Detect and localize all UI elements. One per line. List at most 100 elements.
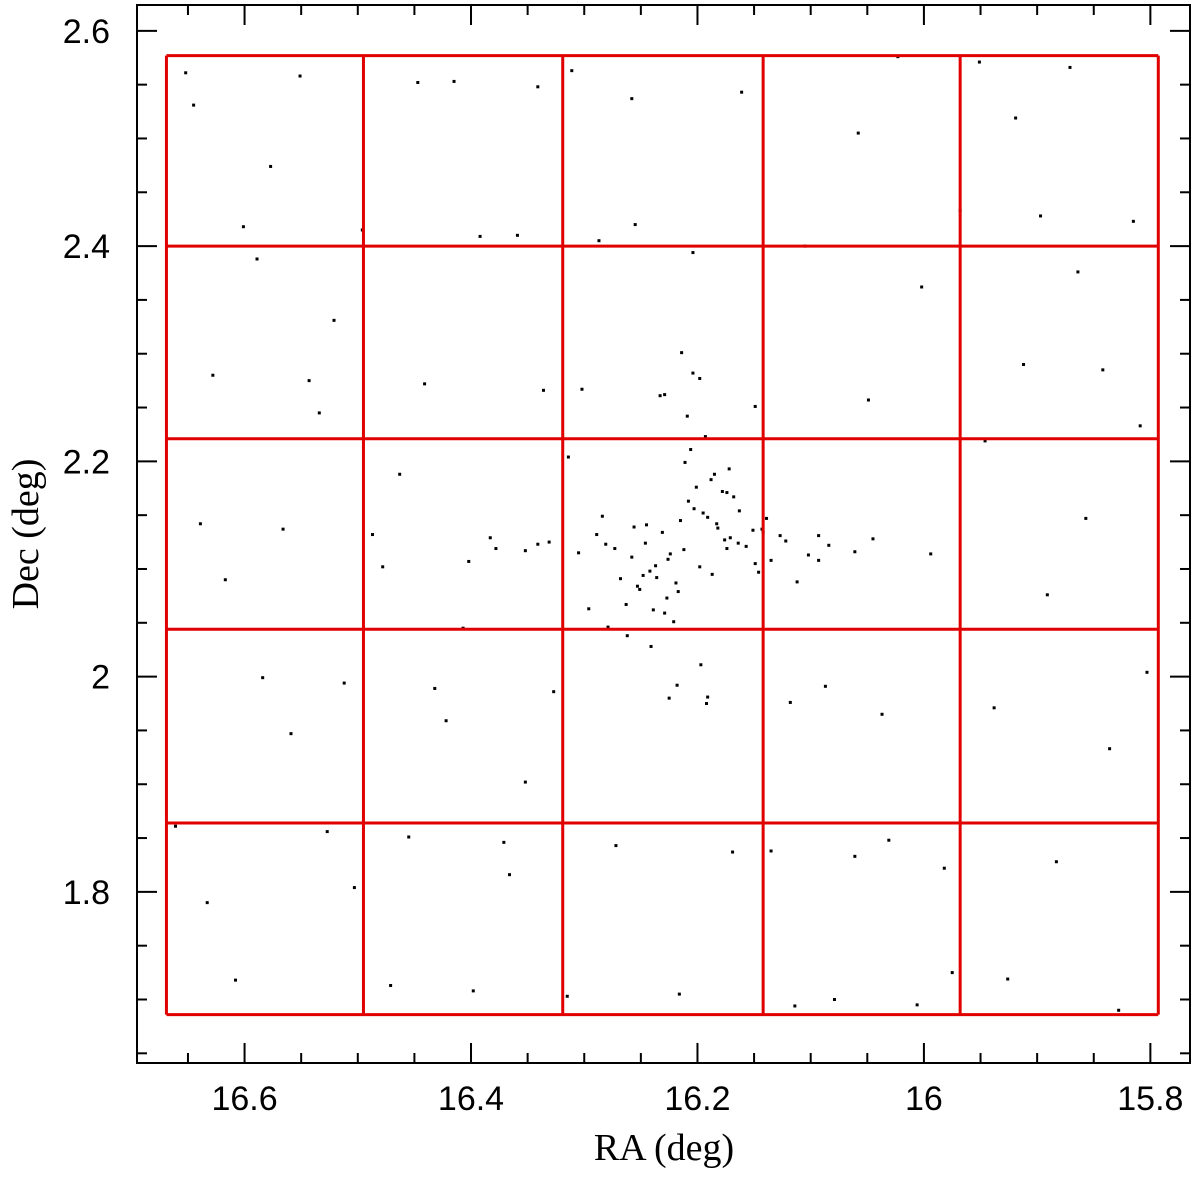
point <box>744 544 748 548</box>
point <box>823 684 827 688</box>
point <box>817 534 821 538</box>
point <box>663 393 667 397</box>
point <box>887 838 891 842</box>
point <box>1014 116 1018 120</box>
point <box>942 866 946 870</box>
point <box>715 522 719 526</box>
point <box>728 536 732 540</box>
point <box>983 439 987 443</box>
y-tick-label: 2.4 <box>63 228 110 266</box>
point <box>1022 362 1026 366</box>
point <box>676 590 680 594</box>
point <box>806 553 810 557</box>
plot-frame <box>136 4 1191 1064</box>
point <box>915 1003 919 1007</box>
point <box>488 536 492 540</box>
y-tick-label: 2 <box>91 659 110 697</box>
point <box>648 569 652 573</box>
point <box>666 557 670 561</box>
point <box>740 90 744 94</box>
point <box>597 239 601 243</box>
point <box>613 547 617 551</box>
point <box>566 455 570 459</box>
point <box>665 596 669 600</box>
point <box>725 547 729 551</box>
point <box>1138 424 1142 428</box>
point <box>698 565 702 569</box>
point <box>255 257 259 261</box>
point <box>705 702 709 706</box>
point <box>632 525 636 529</box>
point <box>604 542 608 546</box>
point <box>580 387 584 391</box>
point <box>1117 1008 1121 1012</box>
point <box>827 543 831 547</box>
point <box>625 634 629 638</box>
point <box>680 351 684 355</box>
point <box>685 414 689 418</box>
point <box>698 376 702 380</box>
point <box>606 625 610 629</box>
point <box>672 620 676 624</box>
point <box>725 491 729 495</box>
point <box>871 537 875 541</box>
point <box>675 683 679 687</box>
point <box>307 379 311 383</box>
point <box>1045 593 1049 597</box>
point <box>352 886 356 890</box>
point <box>712 472 716 476</box>
point <box>683 460 687 464</box>
point <box>691 371 695 375</box>
x-tick-label: 15.8 <box>1117 1080 1183 1118</box>
point <box>635 584 639 588</box>
point <box>686 499 690 503</box>
point <box>793 1004 797 1008</box>
point <box>677 992 681 996</box>
point <box>832 997 836 1001</box>
point <box>502 840 506 844</box>
point <box>992 706 996 710</box>
point <box>817 558 821 562</box>
point <box>494 547 498 551</box>
point <box>633 223 637 227</box>
point <box>1145 670 1149 674</box>
point <box>674 581 678 585</box>
point <box>289 732 293 736</box>
point <box>795 580 799 584</box>
point <box>929 552 933 556</box>
point <box>523 780 527 784</box>
point <box>325 830 329 834</box>
point <box>471 989 475 993</box>
point <box>663 611 667 615</box>
point <box>1006 977 1010 981</box>
point <box>416 80 420 84</box>
point <box>769 558 773 562</box>
point <box>342 681 346 685</box>
point <box>536 542 540 546</box>
point <box>317 411 321 415</box>
point <box>614 844 618 848</box>
point <box>173 824 177 828</box>
point <box>1084 516 1088 520</box>
point <box>699 663 703 667</box>
point <box>1108 747 1112 751</box>
point <box>709 478 713 482</box>
point <box>223 578 227 582</box>
point <box>423 382 427 386</box>
point <box>398 472 402 476</box>
point <box>716 526 720 530</box>
point <box>977 60 981 64</box>
point <box>731 850 735 854</box>
point <box>624 602 628 606</box>
point <box>727 467 731 471</box>
x-axis-label: RA (deg) <box>594 1127 734 1169</box>
point <box>853 854 857 858</box>
point <box>515 233 519 237</box>
point <box>618 577 622 581</box>
point <box>508 873 512 877</box>
point <box>753 404 757 408</box>
x-tick-label: 16.4 <box>438 1080 504 1118</box>
point <box>689 448 693 452</box>
point <box>694 485 698 489</box>
